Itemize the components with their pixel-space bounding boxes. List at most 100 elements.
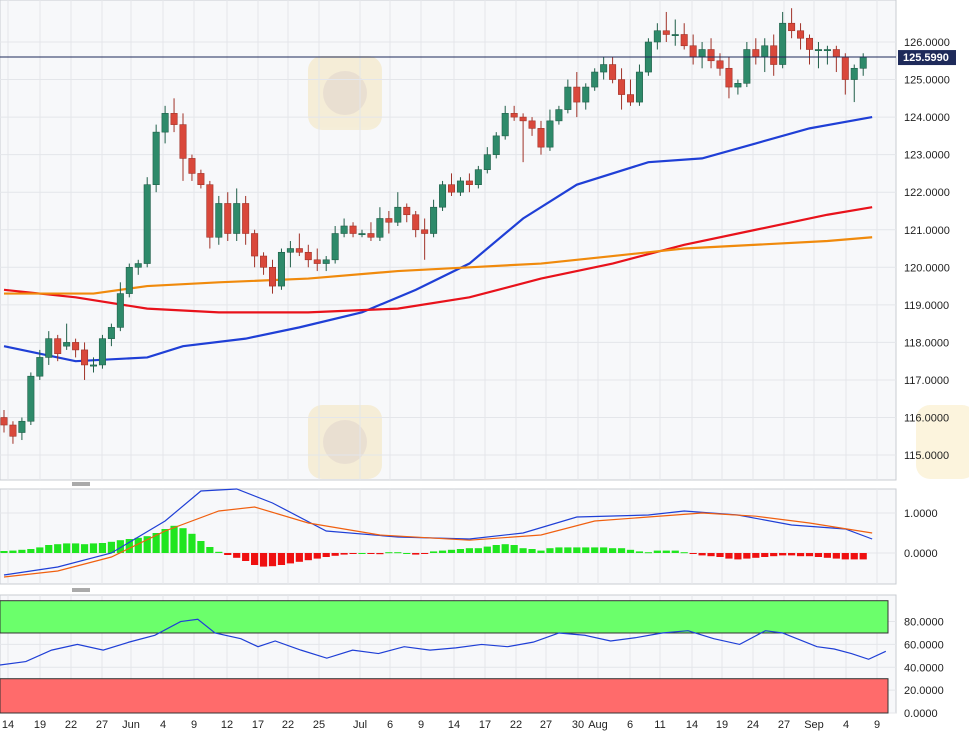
macd-histogram-bar	[564, 547, 572, 553]
x-tick-label: 30	[572, 719, 584, 731]
x-tick-label: 4	[160, 719, 166, 731]
macd-histogram-bar	[617, 548, 626, 553]
macd-histogram-bar	[662, 550, 670, 553]
macd-histogram-bar	[555, 547, 563, 553]
macd-histogram-bar	[823, 553, 831, 558]
macd-histogram-bar	[358, 553, 366, 554]
macd-histogram-bar	[591, 547, 599, 553]
macd-histogram-bar	[170, 525, 178, 553]
macd-histogram-bar	[0, 551, 8, 553]
candle	[797, 23, 805, 50]
macd-histogram-bar	[671, 550, 679, 553]
macd-histogram-bar	[18, 549, 26, 553]
candle	[224, 192, 232, 242]
y-tick-label: 125.0000	[904, 75, 950, 87]
macd-histogram-bar	[644, 552, 652, 554]
candle	[188, 154, 196, 181]
macd-histogram-bar	[179, 528, 187, 553]
x-tick-label: 12	[221, 719, 233, 731]
candle	[27, 372, 35, 426]
candle	[474, 165, 482, 189]
macd-histogram-bar	[716, 553, 724, 557]
candle	[680, 23, 688, 50]
candle	[107, 323, 115, 347]
macd-histogram-bar	[519, 548, 527, 553]
macd-histogram-bar	[251, 553, 259, 565]
macd-histogram-bar	[447, 549, 456, 553]
y-tick-label: 119.0000	[904, 300, 949, 312]
candle	[770, 34, 778, 76]
macd-histogram-bar	[743, 553, 751, 559]
candle	[170, 98, 178, 133]
macd-histogram-bar	[573, 547, 581, 553]
candle	[54, 334, 62, 362]
macd-histogram-bar	[841, 553, 849, 560]
candle	[653, 23, 661, 50]
macd-histogram-bar	[188, 533, 196, 553]
macd-histogram-bar	[331, 553, 339, 556]
x-tick-label: 25	[313, 719, 325, 731]
rsi-zones	[0, 600, 889, 714]
macd-histogram-bar	[152, 533, 160, 553]
candle	[492, 132, 500, 159]
x-tick-label: 24	[747, 719, 759, 731]
x-tick-label: 9	[418, 719, 424, 731]
macd-histogram-bar	[98, 543, 107, 553]
y-tick-label: 60.0000	[904, 639, 944, 651]
candle	[304, 244, 312, 268]
watermark-logo	[916, 405, 969, 479]
candle	[456, 177, 464, 196]
x-tick-label: 14	[448, 719, 460, 731]
rsi-line	[0, 618, 887, 666]
macd-histogram-bar	[635, 551, 644, 553]
x-tick-label: 4	[843, 719, 849, 731]
x-tick-label: Jul	[353, 719, 367, 731]
macd-series	[0, 488, 873, 578]
candle	[537, 120, 545, 155]
candle	[197, 169, 205, 189]
macd-histogram-bar	[698, 553, 706, 556]
candle	[18, 417, 26, 441]
x-tick-label: 6	[387, 719, 393, 731]
macd-histogram-bar	[63, 543, 71, 553]
macd-histogram-bar	[286, 553, 294, 564]
candle	[63, 323, 71, 350]
y-tick-label: 0.0000	[904, 548, 938, 560]
macd-histogram-bar	[456, 549, 465, 553]
panel-splitter[interactable]	[72, 588, 90, 592]
candle	[564, 79, 572, 114]
candle	[179, 113, 187, 181]
macd-histogram-bar	[626, 549, 635, 553]
macd-histogram-bar	[734, 553, 742, 560]
candle	[161, 105, 169, 144]
candle	[125, 263, 133, 298]
x-tick-label: 22	[510, 719, 522, 731]
macd-histogram-bar	[304, 553, 312, 561]
moving-averages	[3, 116, 873, 363]
candle	[116, 282, 124, 332]
candle	[403, 203, 411, 223]
macd-histogram-bar	[72, 543, 80, 553]
macd-histogram-bar	[143, 536, 151, 553]
x-tick-label: 6	[627, 719, 633, 731]
macd-histogram-bar	[107, 541, 115, 553]
macd-histogram-bar	[233, 553, 241, 558]
candle	[850, 64, 858, 103]
candle	[671, 19, 679, 46]
y-tick-label: 120.0000	[904, 262, 950, 274]
macd-histogram-bar	[242, 553, 250, 561]
candle	[331, 225, 339, 264]
candle	[707, 38, 715, 69]
macd-histogram-bar	[259, 553, 268, 567]
macd-histogram-bar	[788, 553, 796, 556]
panel-splitter[interactable]	[72, 482, 90, 486]
candle	[447, 173, 455, 196]
macd-histogram-bar	[54, 544, 62, 553]
candle	[600, 57, 608, 80]
candle	[268, 259, 276, 294]
candle	[394, 192, 402, 226]
macd-histogram-bar	[707, 553, 715, 557]
candle	[367, 222, 375, 242]
x-tick-label: 9	[874, 719, 880, 731]
